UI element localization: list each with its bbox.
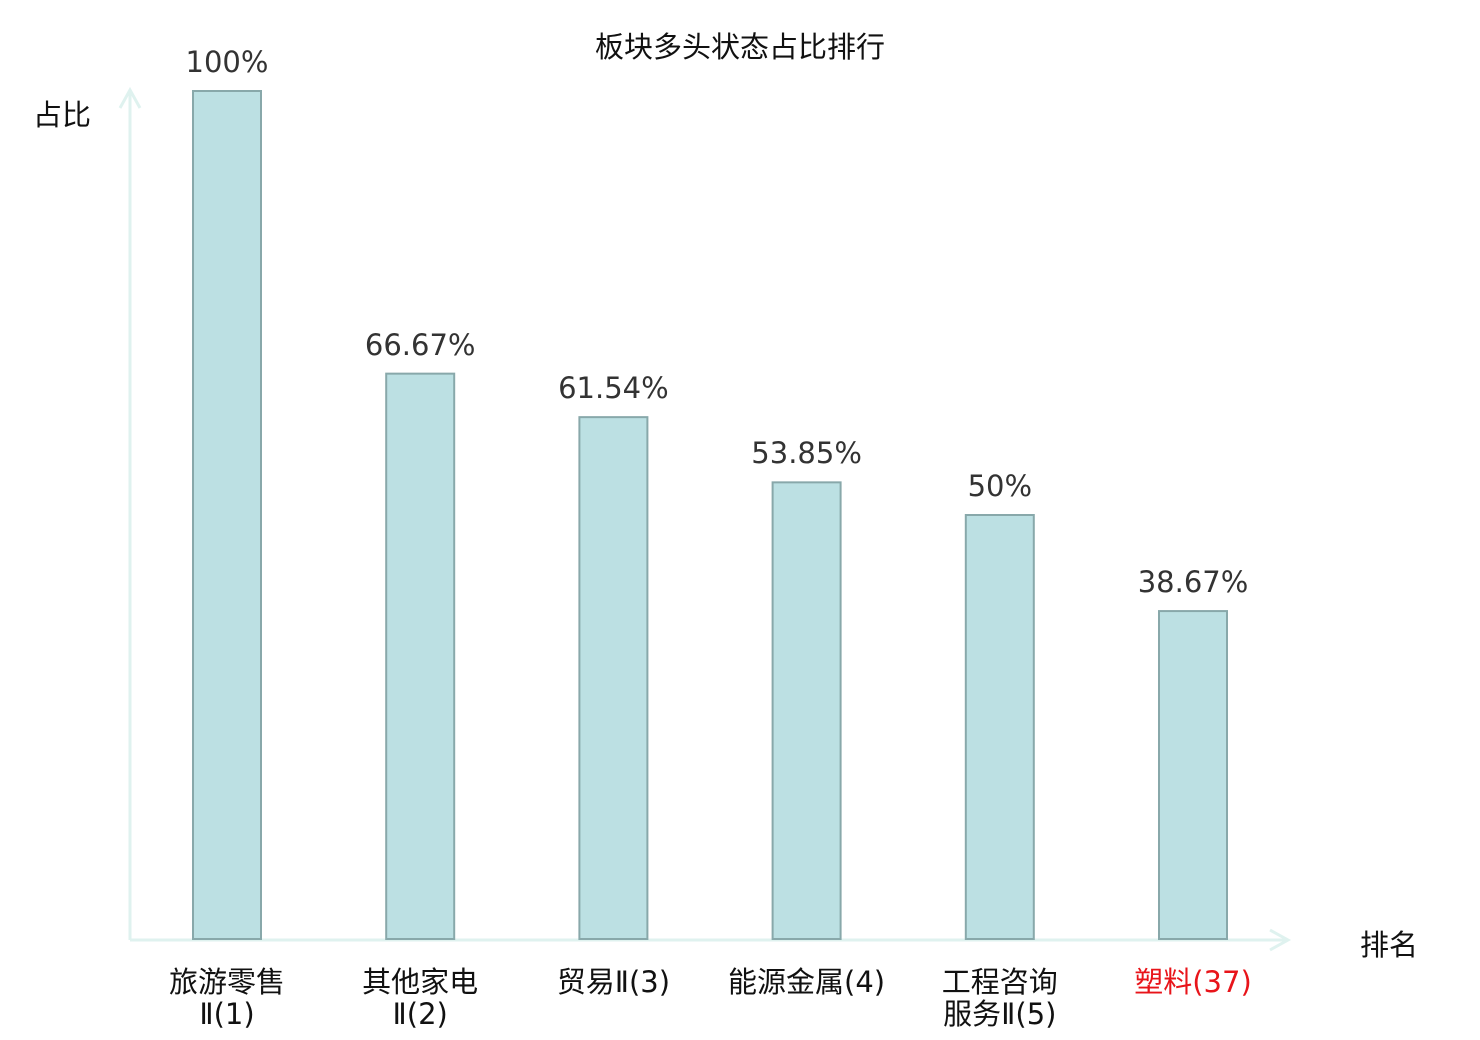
category-tick-label: 能源金属(4) bbox=[728, 965, 886, 999]
value-label: 38.67% bbox=[1137, 565, 1249, 600]
chart-title: 板块多头状态占比排行 bbox=[594, 30, 885, 64]
value-label: 50% bbox=[967, 469, 1033, 503]
bar bbox=[578, 416, 649, 940]
bar bbox=[385, 372, 456, 940]
bar bbox=[771, 481, 842, 940]
category-tick-label: 塑料(37) bbox=[1134, 965, 1252, 999]
x-axis-arrow-icon bbox=[1269, 928, 1292, 952]
category-tick-label: 贸易Ⅱ(3) bbox=[556, 965, 671, 999]
bar bbox=[1158, 610, 1228, 941]
bar bbox=[192, 90, 262, 940]
value-label: 61.54% bbox=[558, 371, 669, 406]
category-tick-label: 旅游零售 Ⅱ(1) bbox=[168, 965, 285, 1031]
y-axis-arrow-icon bbox=[118, 86, 142, 109]
value-label: 53.85% bbox=[751, 436, 862, 471]
bar bbox=[964, 514, 1035, 940]
category-tick-label: 工程咨询 服务Ⅱ(5) bbox=[941, 965, 1058, 1031]
value-label: 100% bbox=[185, 45, 269, 79]
x-axis-label: 排名 bbox=[1360, 928, 1419, 962]
category-tick-label: 其他家电 Ⅱ(2) bbox=[362, 965, 479, 1031]
y-axis-label: 占比 bbox=[33, 98, 92, 132]
value-label: 66.67% bbox=[364, 327, 476, 362]
